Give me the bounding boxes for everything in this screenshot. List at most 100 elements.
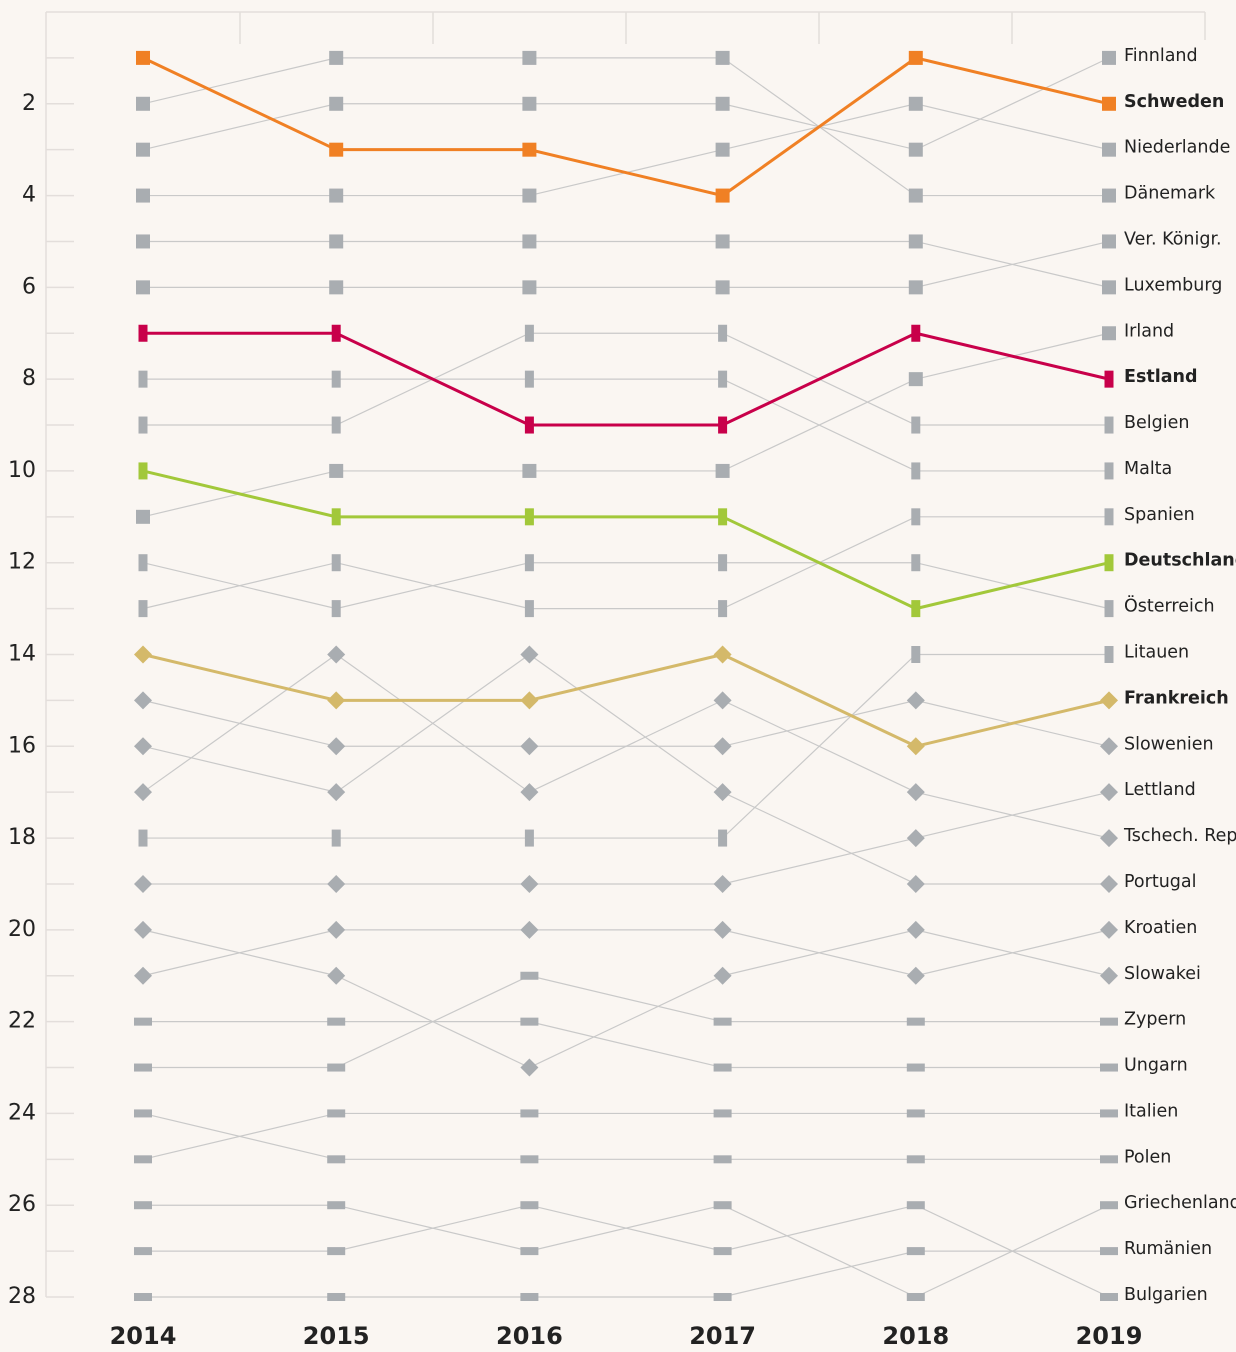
marker — [718, 829, 728, 847]
marker — [520, 1201, 539, 1210]
marker — [329, 50, 344, 65]
marker — [1100, 1017, 1118, 1026]
marker — [1102, 280, 1116, 295]
marker — [911, 508, 921, 526]
marker — [908, 234, 923, 249]
marker — [713, 1017, 732, 1026]
marker — [327, 783, 346, 802]
marker — [713, 966, 732, 985]
marker — [718, 416, 728, 434]
marker — [906, 1155, 925, 1164]
marker — [718, 324, 728, 342]
marker — [134, 1109, 152, 1118]
marker — [906, 920, 925, 939]
marker — [718, 554, 728, 572]
marker — [911, 462, 921, 480]
series-label: Griechenland — [1124, 1193, 1236, 1213]
marker — [331, 324, 341, 342]
marker — [906, 691, 925, 710]
series-label: Dänemark — [1124, 184, 1216, 204]
marker — [520, 1058, 539, 1077]
marker — [134, 1293, 152, 1301]
marker — [520, 1247, 539, 1256]
lines — [142, 57, 1110, 1298]
marker — [136, 188, 150, 203]
series-line — [143, 240, 1110, 288]
marker — [908, 372, 923, 387]
series-label: Portugal — [1124, 872, 1196, 892]
marker — [327, 920, 346, 939]
series-label: Rumänien — [1124, 1239, 1212, 1259]
marker — [906, 1201, 925, 1210]
marker — [908, 50, 923, 65]
marker — [906, 874, 925, 893]
marker — [524, 554, 534, 572]
marker — [906, 966, 925, 985]
series-label: Frankreich — [1124, 688, 1229, 708]
marker — [134, 1201, 152, 1210]
marker — [327, 737, 346, 756]
marker — [520, 737, 539, 756]
marker — [1102, 326, 1116, 341]
marker — [329, 142, 344, 157]
x-tick-label: 2014 — [110, 1322, 177, 1350]
markers — [134, 50, 1118, 1301]
marker — [524, 508, 534, 526]
series-label: Niederlande — [1124, 138, 1230, 158]
series-label: Zypern — [1124, 1010, 1186, 1030]
series-line — [142, 929, 1110, 1069]
marker — [1100, 874, 1118, 893]
marker — [1100, 966, 1118, 985]
marker — [327, 1293, 346, 1301]
series-label: Ungarn — [1124, 1056, 1188, 1076]
marker — [906, 1247, 925, 1256]
marker — [331, 508, 341, 526]
marker — [713, 1109, 732, 1118]
marker — [1102, 188, 1116, 203]
marker — [138, 462, 148, 480]
marker — [715, 50, 730, 65]
y-tick-label: 12 — [8, 550, 36, 575]
marker — [134, 783, 152, 802]
marker — [136, 50, 150, 65]
y-tick-label: 16 — [8, 733, 36, 758]
series-line — [142, 516, 1109, 610]
y-tick-label: 24 — [8, 1100, 36, 1125]
marker — [327, 1247, 346, 1256]
series-line — [143, 975, 1109, 1069]
y-tick-label: 10 — [8, 458, 36, 483]
marker — [136, 142, 150, 157]
series-line — [143, 331, 1110, 427]
marker — [134, 1247, 152, 1256]
marker — [138, 324, 148, 342]
marker — [715, 463, 730, 478]
marker — [908, 188, 923, 203]
marker — [715, 280, 730, 295]
marker — [911, 324, 921, 342]
marker — [1102, 142, 1116, 157]
marker — [329, 96, 344, 111]
marker — [1102, 96, 1116, 111]
series-label: Lettland — [1124, 780, 1196, 800]
series-label: Österreich — [1124, 595, 1215, 617]
marker — [906, 783, 925, 802]
marker — [908, 280, 923, 295]
marker — [331, 416, 341, 434]
marker — [713, 920, 732, 939]
y-tick-label: 2 — [22, 91, 36, 116]
marker — [713, 783, 732, 802]
marker — [911, 554, 921, 572]
marker — [906, 1017, 925, 1026]
series-label: Luxemburg — [1124, 275, 1222, 295]
marker — [134, 737, 152, 756]
y-tick-label: 18 — [8, 825, 36, 850]
marker — [522, 234, 537, 249]
marker — [327, 1201, 346, 1210]
marker — [136, 96, 150, 111]
marker — [911, 646, 921, 663]
marker — [1104, 646, 1114, 663]
series-line — [142, 1112, 1109, 1160]
marker — [1104, 370, 1114, 388]
marker — [713, 874, 732, 893]
